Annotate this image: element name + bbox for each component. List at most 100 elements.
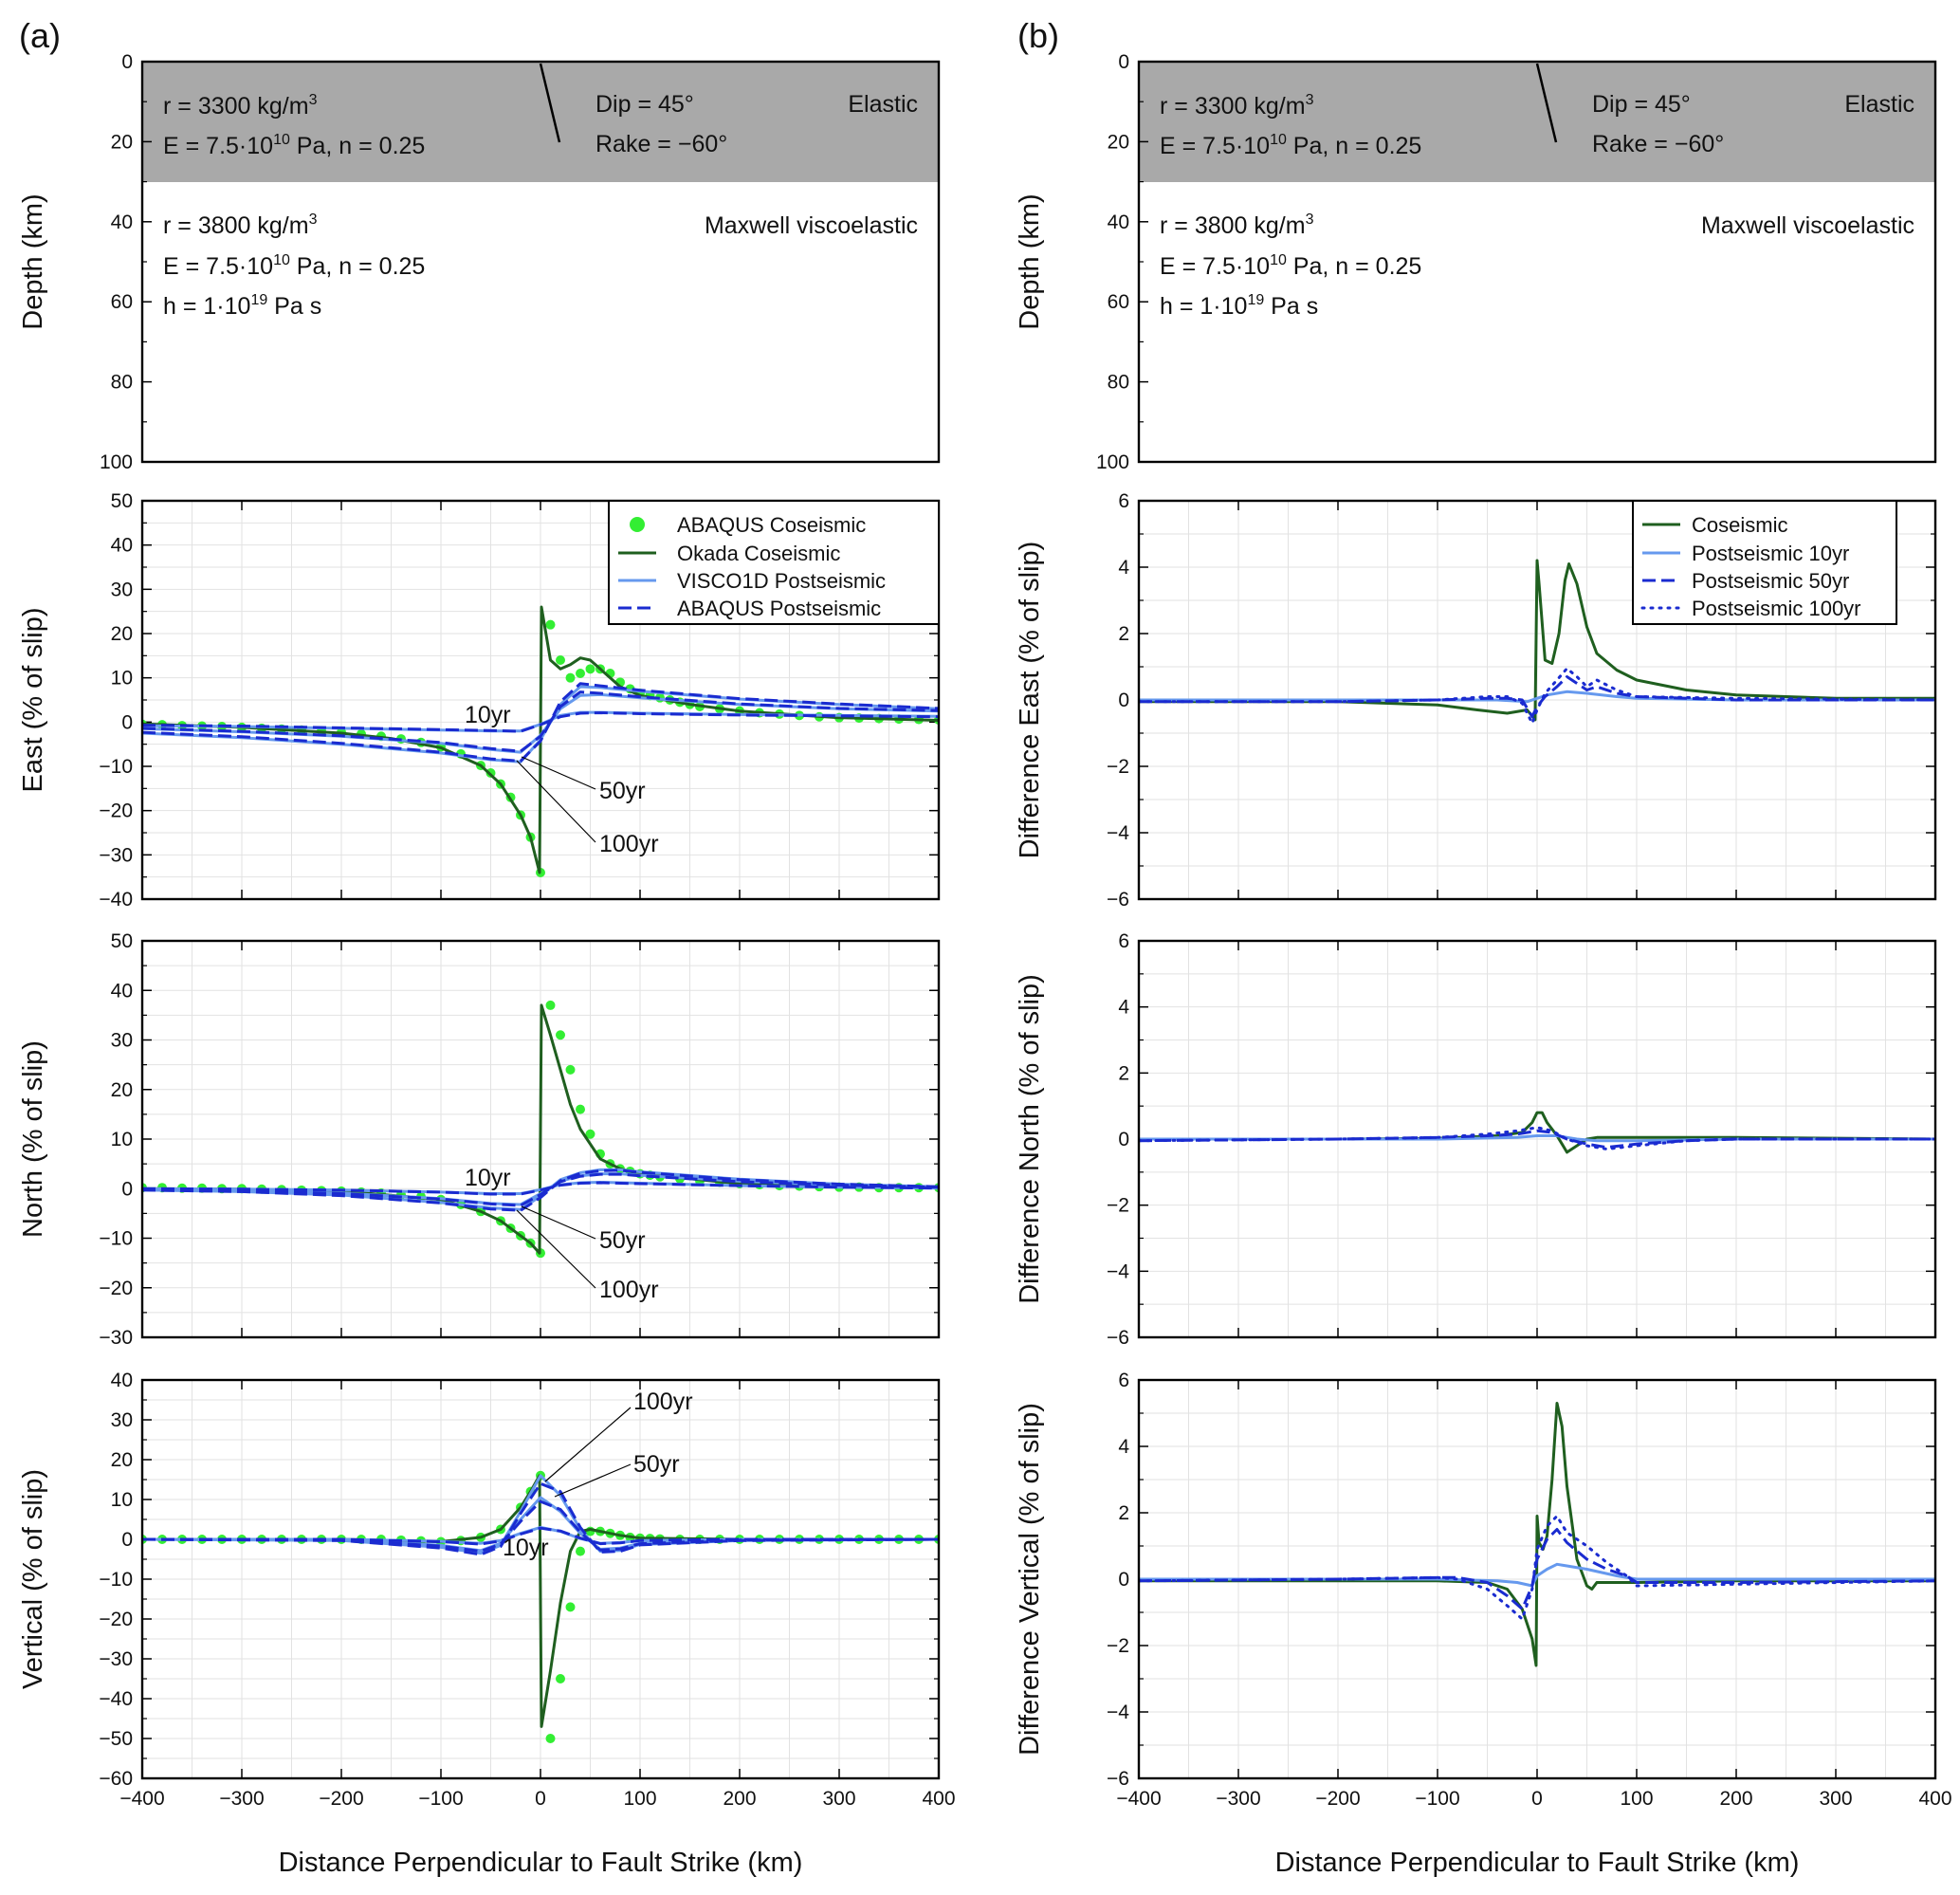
model-panel-left: r = 3300 kg/m3 E = 7.5·1010 Pa, n = 0.25… <box>18 51 941 473</box>
leader-50yr <box>521 756 596 790</box>
series-line-abaqus-postseismic-100yr <box>142 1168 939 1212</box>
data-point-abaqus-coseismic <box>556 1030 565 1040</box>
x-tick-label: −400 <box>119 1788 164 1810</box>
y-tick-label: −20 <box>99 800 133 822</box>
series-line-postseismic-100yr <box>1139 1126 1935 1150</box>
data-point-abaqus-coseismic <box>585 1129 595 1139</box>
y-tick-label: 0 <box>1118 690 1129 711</box>
depth-axis-label: Depth (km) <box>1015 193 1045 329</box>
legend-left: ABAQUS Coseismic Okada Coseismic VISCO1D… <box>608 500 940 625</box>
y-tick-label: −30 <box>99 1648 133 1670</box>
y-tick-label: −4 <box>1107 822 1129 844</box>
x-tick-label: −300 <box>219 1788 264 1810</box>
annotation-50yr: 50yr <box>599 1227 646 1254</box>
elastic-density: r = 3300 kg/m3 <box>1160 92 1314 120</box>
y-tick-label: 30 <box>111 1409 133 1431</box>
y-axis-label: Vertical (% of slip) <box>18 1469 48 1689</box>
annotations-vertical: 100yr 50yr 10yr <box>503 1389 693 1561</box>
series-line-abaqus-postseismic-10yr <box>142 1526 939 1546</box>
series-line-abaqus-postseismic-10yr <box>142 1181 939 1196</box>
y-tick-label: −50 <box>99 1728 133 1750</box>
x-tick-label: 200 <box>1719 1788 1752 1810</box>
series-group <box>142 1470 939 1743</box>
y-tick-label: −60 <box>99 1768 133 1790</box>
x-tick-label: 400 <box>922 1788 955 1810</box>
annotation-100yr: 100yr <box>599 831 659 857</box>
data-point-abaqus-coseismic <box>576 1104 585 1114</box>
annotation-10yr: 10yr <box>503 1535 549 1561</box>
legend-item-abaqus-post: ABAQUS Postseismic <box>677 597 881 620</box>
annotation-100yr: 100yr <box>599 1277 659 1303</box>
x-tick-label: 300 <box>1819 1788 1852 1810</box>
y-tick-label: −30 <box>99 1327 133 1349</box>
elastic-layer <box>1139 62 1935 182</box>
elastic-layer <box>142 62 939 182</box>
panel-label-b: (b) <box>1017 16 1059 55</box>
x-tick-label: −200 <box>319 1788 363 1810</box>
x-tick-label: −100 <box>1415 1788 1459 1810</box>
y-tick-label: −2 <box>1107 1635 1129 1657</box>
y-tick-label: −20 <box>99 1609 133 1630</box>
visco-modulus: E = 7.5·1010 Pa, n = 0.25 <box>163 252 425 280</box>
series-group <box>1139 1111 1935 1154</box>
depth-tick-label: 0 <box>121 51 133 73</box>
x-tick-label: 100 <box>623 1788 656 1810</box>
y-tick-label: 2 <box>1118 623 1129 645</box>
y-tick-label: 0 <box>121 1529 133 1551</box>
x-tick-label: 400 <box>1918 1788 1951 1810</box>
x-tick-label: 0 <box>535 1788 546 1810</box>
model-panel-right: r = 3300 kg/m3 E = 7.5·1010 Pa, n = 0.25… <box>1015 51 1937 473</box>
legend-item-coseismic: Coseismic <box>1692 513 1787 537</box>
series-line-okada-coseismic <box>142 1003 939 1255</box>
data-point-abaqus-coseismic <box>585 664 595 674</box>
y-tick-label: 50 <box>111 930 133 952</box>
y-tick-label: 50 <box>111 490 133 512</box>
y-tick-label: −6 <box>1107 1327 1129 1349</box>
y-tick-label: 6 <box>1118 930 1129 952</box>
legend-item-post10: Postseismic 10yr <box>1692 542 1849 565</box>
depth-tick-label: 20 <box>111 131 133 153</box>
legend-swatch-abaqus-coseismic <box>630 517 645 532</box>
visco-density: r = 3800 kg/m3 <box>1160 212 1314 239</box>
depth-tick-label: 60 <box>111 291 133 313</box>
x-tick-label: 200 <box>723 1788 756 1810</box>
rake-label: Rake = −60° <box>595 131 727 157</box>
elastic-modulus: E = 7.5·1010 Pa, n = 0.25 <box>163 132 425 159</box>
depth-tick-label: 40 <box>1108 212 1129 233</box>
y-tick-label: 2 <box>1118 1502 1129 1524</box>
data-point-abaqus-coseismic <box>545 1000 556 1010</box>
chart-b-vertical: 6 4 2 0 −2 −4 −6−400 −300 −200 −100 0 100 200 300 400 D… <box>1015 1370 1952 1810</box>
y-tick-label: −2 <box>1107 1195 1129 1217</box>
series-line-coseismic <box>1139 559 1935 722</box>
y-tick-label: −40 <box>99 889 133 911</box>
visco-modulus: E = 7.5·1010 Pa, n = 0.25 <box>1160 252 1421 280</box>
leader-50yr <box>521 1205 596 1240</box>
y-tick-label: 20 <box>111 1079 133 1101</box>
series-line-postseismic-50yr <box>1139 1528 1935 1610</box>
elastic-label: Elastic <box>848 91 918 118</box>
chart-a-north: 50 40 30 20 10 0 −10 −20 −30 North (% of slip) <box>18 930 941 1349</box>
rake-label: Rake = −60° <box>1592 131 1724 157</box>
x-tick-label: −300 <box>1216 1788 1260 1810</box>
plot-frame <box>1137 1378 1937 1780</box>
visco-label: Maxwell viscoelastic <box>1701 212 1914 239</box>
y-tick-label: 10 <box>111 668 133 690</box>
legend-item-post100: Postseismic 100yr <box>1692 597 1861 620</box>
y-tick-label: 40 <box>111 1370 133 1391</box>
legend-box <box>608 500 940 625</box>
x-tick-label: 0 <box>1531 1788 1543 1810</box>
data-point-abaqus-coseismic <box>556 1674 565 1683</box>
y-tick-label: 10 <box>111 1489 133 1511</box>
y-axis-label: Difference North (% of slip) <box>1015 974 1045 1304</box>
dip-label: Dip = 45° <box>1592 91 1691 118</box>
series-group <box>1139 1402 1935 1667</box>
series-line-abaqus-postseismic-50yr <box>142 1499 939 1554</box>
plot-frame <box>140 499 941 901</box>
y-tick-label: 4 <box>1118 997 1129 1019</box>
y-tick-label: −20 <box>99 1278 133 1299</box>
y-tick-label: 0 <box>121 1178 133 1200</box>
legend-item-post50: Postseismic 50yr <box>1692 569 1849 593</box>
